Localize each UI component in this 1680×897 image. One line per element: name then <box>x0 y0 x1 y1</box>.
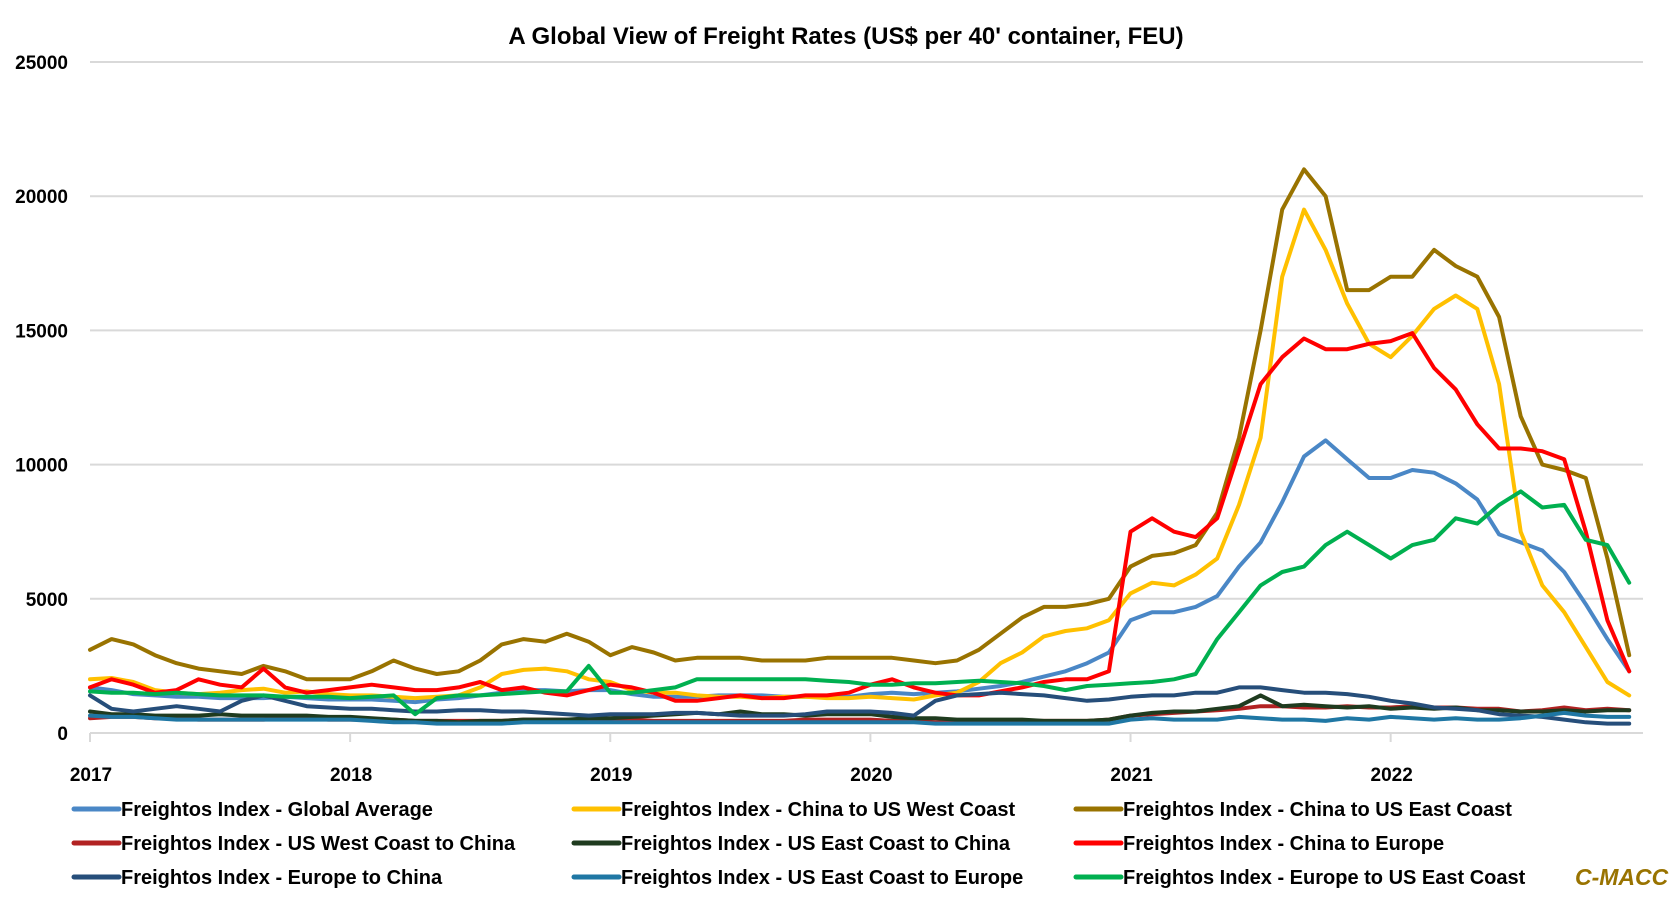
legend-label: Freightos Index - China to Europe <box>1123 833 1444 855</box>
legend-item: Freightos Index - Global Average <box>71 799 433 821</box>
legend-label: Freightos Index - US East Coast to Europ… <box>621 867 1023 889</box>
x-axis-ticks: 2017 2018 2019 2020 2021 2022 <box>70 733 1413 786</box>
y-tick-label: 10000 <box>15 456 68 477</box>
legend-item: Freightos Index - Europe to US East Coas… <box>1073 867 1526 889</box>
legend-item: Freightos Index - China to Europe <box>1073 833 1444 855</box>
legend-item: Freightos Index - China to US West Coast <box>571 799 1015 821</box>
legend-item: Freightos Index - Europe to China <box>71 867 443 889</box>
legend-item: Freightos Index - US East Coast to Europ… <box>571 867 1023 889</box>
series-line <box>88 167 1632 682</box>
legend-label: Freightos Index - Europe to China <box>121 867 443 889</box>
legend-label: Freightos Index - China to US West Coast <box>621 799 1015 821</box>
series-line <box>88 710 1632 726</box>
legend-label: Freightos Index - US West Coast to China <box>121 833 516 855</box>
c-macc-watermark: C-MACC <box>1575 864 1669 890</box>
series-line <box>88 331 1632 703</box>
series-line <box>88 438 1632 705</box>
legend-item: Freightos Index - China to US East Coast <box>1073 799 1512 821</box>
legend-label: Freightos Index - Europe to US East Coas… <box>1123 867 1526 889</box>
x-tick-label: 2017 <box>70 765 112 786</box>
x-tick-label: 2019 <box>590 765 632 786</box>
y-tick-label: 0 <box>57 724 68 745</box>
legend-item: Freightos Index - US East Coast to China <box>571 833 1011 855</box>
y-tick-label: 5000 <box>26 590 68 611</box>
series-line <box>88 207 1632 702</box>
legend-label: Freightos Index - Global Average <box>121 799 433 821</box>
chart-title: A Global View of Freight Rates (US$ per … <box>508 23 1183 50</box>
x-tick-label: 2021 <box>1110 765 1153 786</box>
y-axis-ticks: 0 5000 10000 15000 20000 25000 <box>15 53 68 745</box>
y-tick-label: 25000 <box>15 53 68 74</box>
legend-label: Freightos Index - China to US East Coast <box>1123 799 1512 821</box>
x-tick-label: 2022 <box>1371 765 1413 786</box>
series-lines <box>88 167 1632 726</box>
gridlines <box>90 61 1643 734</box>
legend-item: Freightos Index - US West Coast to China <box>71 833 516 855</box>
series-line <box>88 693 1632 725</box>
series-line <box>88 685 1632 726</box>
y-tick-label: 15000 <box>15 321 68 342</box>
y-tick-label: 20000 <box>15 187 68 208</box>
x-tick-label: 2018 <box>330 765 372 786</box>
x-tick-label: 2020 <box>850 765 892 786</box>
legend-label: Freightos Index - US East Coast to China <box>621 833 1011 855</box>
legend: Freightos Index - Global Average Freighto… <box>71 799 1526 889</box>
series-line <box>88 489 1632 717</box>
